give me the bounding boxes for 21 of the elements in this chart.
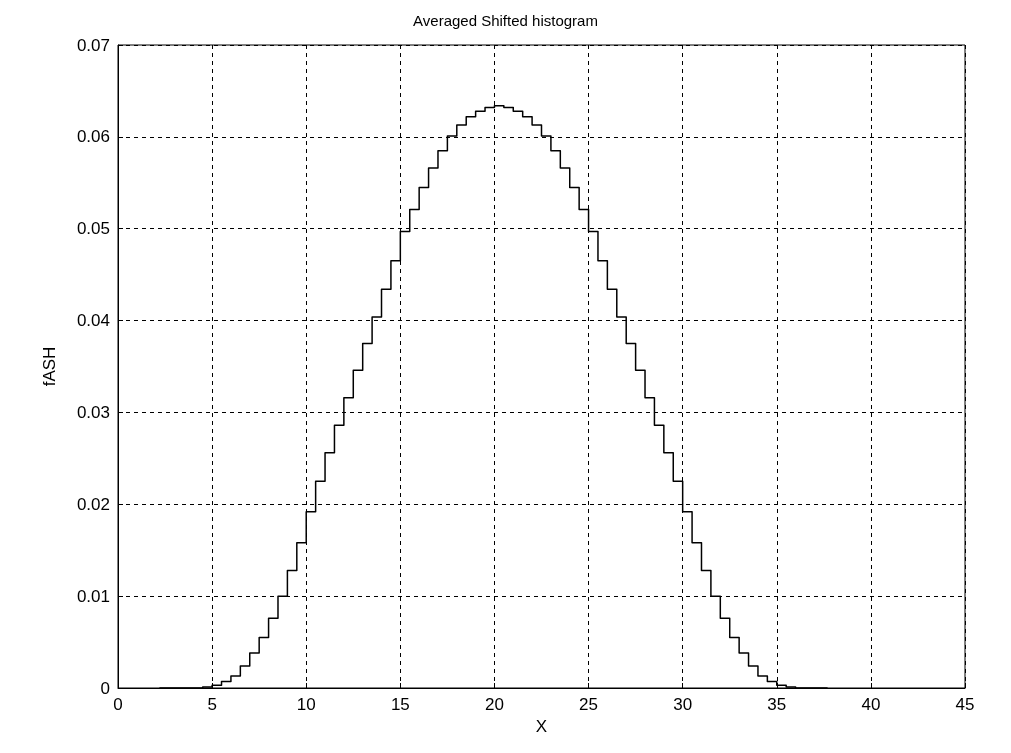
y-tick-label: 0.03	[76, 402, 110, 422]
x-tick-label: 45	[955, 695, 975, 714]
x-tick-label: 30	[673, 695, 693, 714]
x-tick-label: 20	[484, 695, 504, 714]
x-tick-label: 15	[390, 695, 410, 714]
y-axis-title: fASH	[40, 346, 59, 387]
y-tick-label: 0.02	[76, 494, 110, 514]
x-tick-label: 35	[767, 695, 787, 714]
y-tick-label: 0.06	[76, 127, 110, 147]
y-tick-label: 0.04	[76, 311, 110, 331]
x-tick-label: 5	[207, 695, 217, 714]
y-tick-label: 0	[100, 678, 110, 698]
x-tick-label: 0	[113, 695, 123, 714]
y-tick-label: 0.07	[76, 35, 110, 55]
x-tick-label: 10	[296, 695, 316, 714]
x-axis-title: X	[535, 717, 548, 736]
x-tick-label: 40	[861, 695, 881, 714]
x-tick-label: 25	[579, 695, 599, 714]
y-tick-label: 0.01	[76, 586, 110, 606]
y-tick-label: 0.05	[76, 219, 110, 239]
chart-title: Averaged Shifted histogram	[413, 12, 598, 29]
